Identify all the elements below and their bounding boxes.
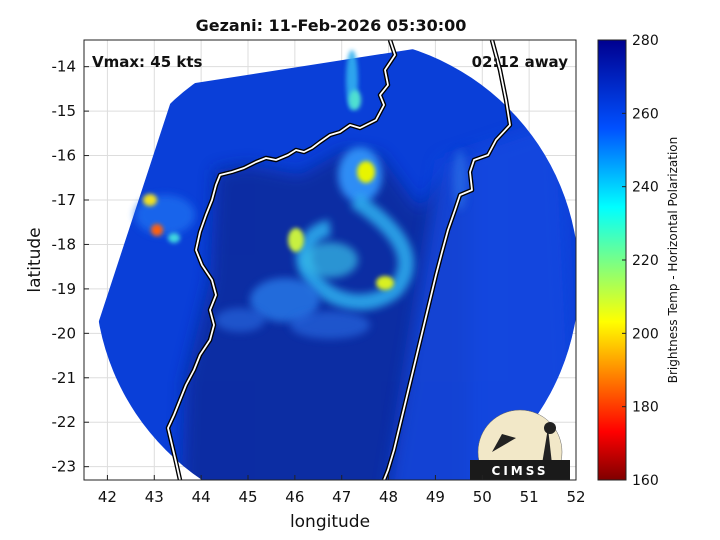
y-tick-label: -18 (52, 235, 77, 253)
x-axis-label: longitude (290, 512, 370, 532)
vmax-annotation: Vmax: 45 kts (92, 53, 202, 71)
y-tick-label: -20 (52, 324, 77, 342)
x-tick-label: 49 (426, 488, 445, 506)
x-tick-label: 44 (192, 488, 211, 506)
y-tick-label: -19 (52, 280, 77, 298)
colorbar-tick-label: 280 (632, 33, 659, 49)
colorbar-ticks: 160 180 200 220 240 260 280 (622, 33, 659, 489)
map-title: Gezani: 11-Feb-2026 05:30:00 (196, 16, 467, 35)
logo-text: CIMSS (492, 464, 549, 478)
x-tick-label: 45 (238, 488, 257, 506)
y-tick-label: -16 (52, 147, 77, 165)
x-tick-label: 42 (98, 488, 117, 506)
band-southwest (250, 278, 320, 322)
y-tick-label: -21 (52, 369, 77, 387)
time-away-annotation: 02:12 away (472, 53, 569, 71)
colorbar-tick-label: 220 (632, 253, 659, 269)
colorbar-label: Brightness Temp - Horizontal Polarizatio… (666, 137, 680, 384)
x-tick-label: 48 (379, 488, 398, 506)
y-axis-label: latitude (25, 227, 45, 292)
cell-west-3 (168, 233, 180, 243)
band-sw-far (215, 308, 265, 332)
x-tick-label: 47 (332, 488, 351, 506)
colorbar-tick-label: 260 (632, 106, 659, 122)
y-tick-label: -14 (52, 58, 77, 76)
logo-tower-icon (542, 428, 552, 464)
logo-banner (470, 460, 570, 480)
spiral-band (296, 193, 414, 310)
y-tick-label: -22 (52, 413, 77, 431)
cell-west-2 (151, 224, 163, 236)
colorbar (597, 39, 627, 481)
cloud-core-north (357, 161, 375, 183)
y-ticks: -14 -15 -16 -17 -18 -19 -20 -21 -22 -23 (52, 58, 89, 476)
streak-north-2 (349, 90, 361, 110)
logo-tower-top-icon (544, 422, 556, 434)
plot-frame (83, 39, 577, 481)
x-tick-label: 43 (145, 488, 164, 506)
colorbar-tick-label: 200 (632, 326, 659, 342)
cloud-core-west (288, 228, 304, 252)
colorbar-tick-label: 240 (632, 180, 659, 196)
x-tick-label: 46 (285, 488, 304, 506)
coastline-madagascar (167, 40, 396, 480)
inner-band (302, 242, 358, 278)
y-tick-label: -15 (52, 102, 77, 120)
cimss-logo: CIMSS (470, 409, 570, 480)
colorbar-tick-label: 160 (632, 473, 659, 489)
band-south (290, 311, 370, 339)
cloud-core-east (376, 276, 394, 290)
y-tick-label: -23 (52, 458, 77, 476)
cell-west-1 (143, 194, 157, 206)
colorbar-tick-label: 180 (632, 400, 659, 416)
x-tick-label: 50 (473, 488, 492, 506)
x-tick-label: 52 (566, 488, 585, 506)
x-ticks: 42 43 44 45 46 47 48 49 50 51 52 (98, 475, 586, 506)
y-tick-label: -17 (52, 191, 77, 209)
logo-dish-icon (492, 434, 516, 452)
coastline-madagascar-east (383, 40, 511, 480)
x-tick-label: 51 (520, 488, 539, 506)
